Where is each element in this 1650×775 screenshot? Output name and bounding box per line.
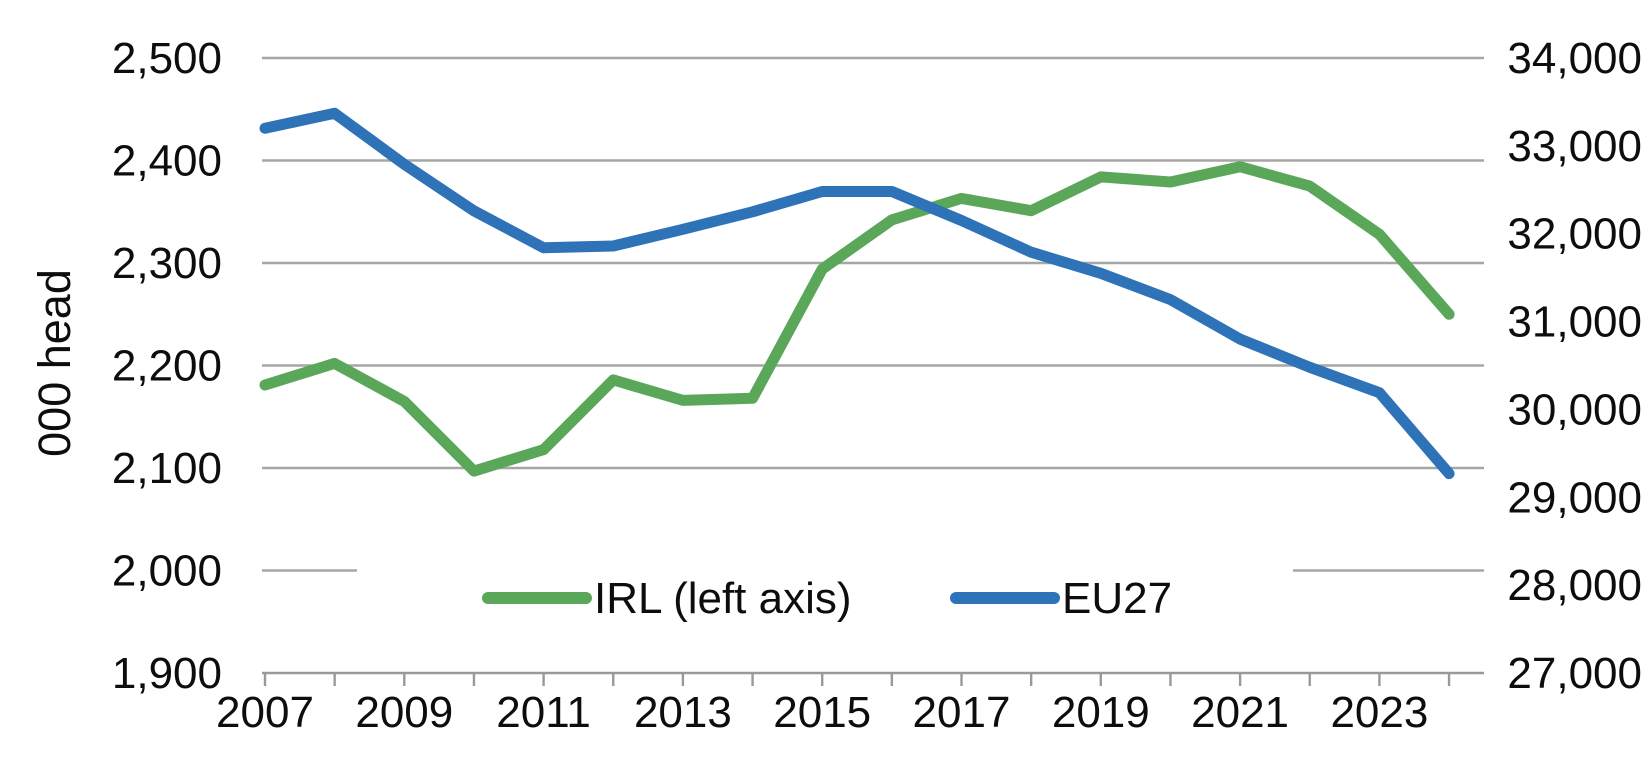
x-axis-label-2023: 2023 [1330,688,1428,737]
x-axis-label-2017: 2017 [913,688,1011,737]
x-axis-label-2011: 2011 [496,688,591,737]
right-axis-label-28000: 28,000 [1507,561,1642,610]
left-axis-label-2000: 2,000 [112,547,222,596]
legend-label-eu27: EU27 [1062,574,1172,623]
right-axis-label-29000: 29,000 [1507,473,1642,522]
left-axis-label-2300: 2,300 [112,239,222,288]
left-axis-label-2400: 2,400 [112,137,222,186]
x-axis-label-2007: 2007 [216,688,314,737]
left-axis-label-2200: 2,200 [112,342,222,391]
right-axis-label-31000: 31,000 [1507,298,1642,347]
legend-label-irl: IRL (left axis) [594,574,852,623]
left-axis-label-2500: 2,500 [112,34,222,83]
x-axis-label-2015: 2015 [773,688,871,737]
right-axis-label-30000: 30,000 [1507,385,1642,434]
right-axis-label-27000: 27,000 [1507,649,1642,698]
right-axis-label-33000: 33,000 [1507,122,1642,171]
x-axis-label-2009: 2009 [355,688,453,737]
x-axis-label-2021: 2021 [1191,688,1289,737]
irl-series-line [259,161,1455,477]
x-axis-label-2013: 2013 [634,688,732,737]
right-axis-label-34000: 34,000 [1507,34,1642,83]
left-axis-label-2100: 2,100 [112,444,222,493]
x-axis-label-2019: 2019 [1052,688,1150,737]
right-axis-label-32000: 32,000 [1507,210,1642,259]
eu27-series-line [259,107,1455,480]
left-axis-label-1900: 1,900 [112,649,222,698]
y-axis-title: 000 head [29,269,80,457]
